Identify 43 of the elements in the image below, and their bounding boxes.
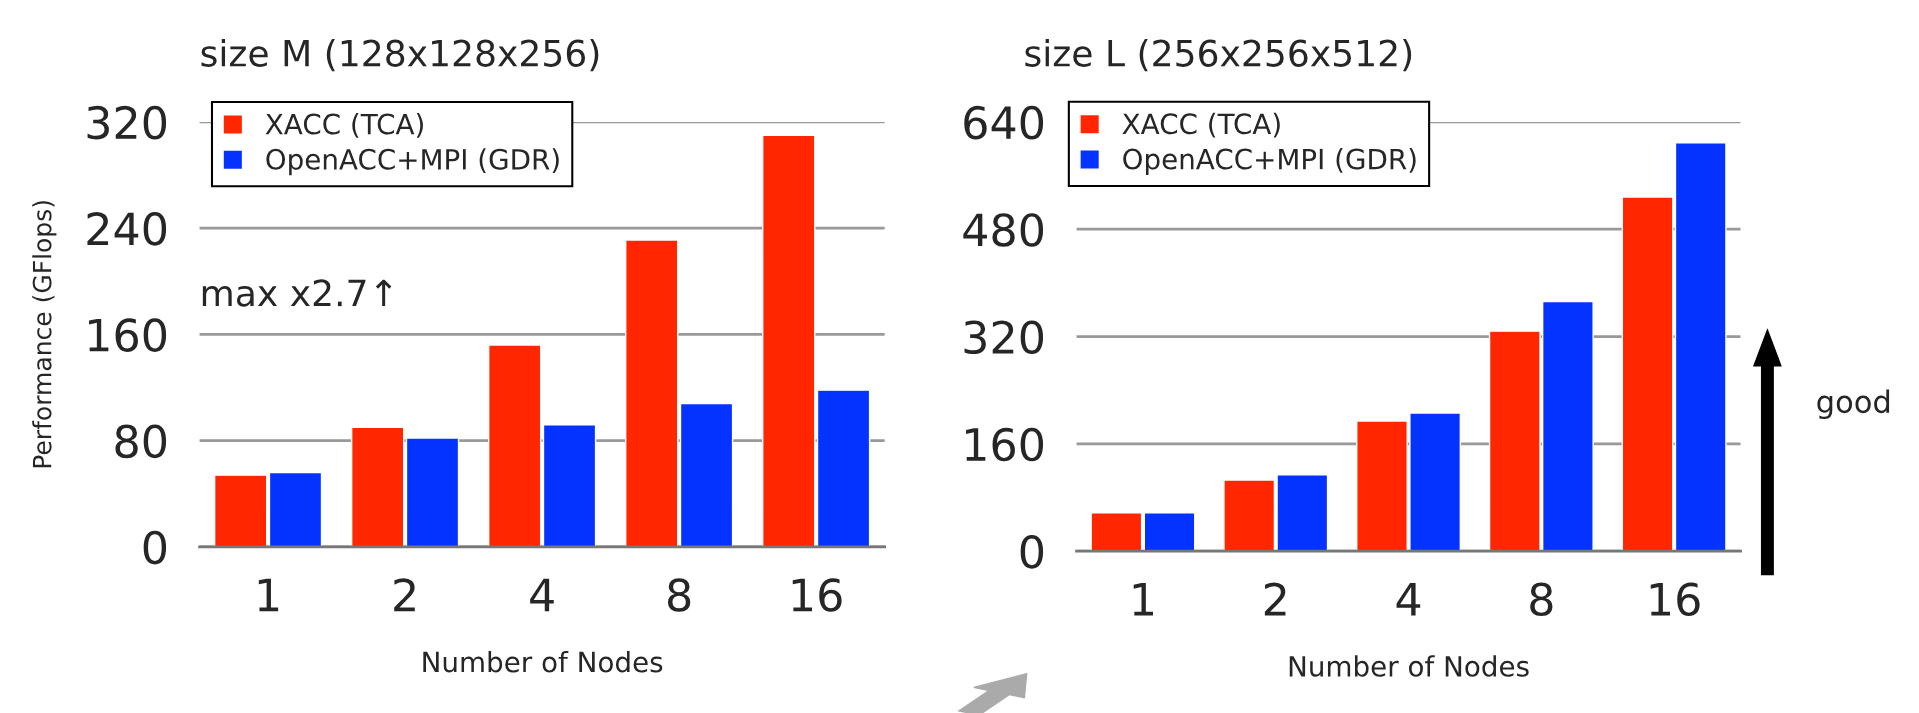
y-axis-title: Performance (GFlops) (32, 201, 57, 468)
x-tick-label: 4 (530, 578, 554, 612)
bar (542, 424, 597, 547)
bar (625, 239, 679, 547)
bar (1090, 512, 1143, 552)
x-axis-title: Number of Nodes (1289, 655, 1529, 677)
x-tick-label: 8 (668, 578, 691, 612)
bar (762, 134, 816, 547)
legend-label: OpenACC+MPI (GDR) (266, 148, 559, 176)
y-tick-label: 0 (143, 530, 167, 565)
legend-label: XACC (TCA) (265, 113, 423, 138)
x-tick-label: 16 (792, 578, 842, 612)
y-tick-label: 640 (964, 105, 1044, 140)
bar (405, 437, 460, 547)
x-tick-label: 16 (1650, 582, 1700, 617)
bar (268, 471, 323, 547)
chart-title: size M (128x128x256) (201, 38, 599, 72)
bar (816, 389, 871, 547)
y-tick-label: 160 (89, 318, 167, 352)
bar (350, 426, 405, 547)
y-tick-label: 160 (966, 427, 1044, 462)
bar (487, 344, 542, 547)
x-tick-label: 1 (258, 578, 279, 612)
x-tick-label: 2 (394, 578, 415, 612)
chart-title: size L (256x256x512) (1025, 38, 1412, 72)
y-tick-label: 320 (964, 320, 1044, 355)
y-tick-label: 80 (115, 424, 167, 459)
y-tick-label: 0 (1020, 535, 1044, 569)
y-tick-label: 240 (87, 212, 167, 246)
y-tick-label: 320 (87, 105, 167, 140)
bar (1143, 512, 1196, 552)
x-axis-title: Number of Nodes (423, 651, 663, 673)
y-tick-label: 480 (963, 213, 1044, 247)
bar (679, 402, 734, 547)
x-tick-label: 4 (1396, 583, 1421, 616)
x-tick-label: 2 (1264, 582, 1286, 616)
x-tick-label: 1 (1133, 583, 1153, 616)
bar (213, 474, 268, 547)
legend-label: XACC (TCA) (1122, 112, 1280, 138)
text: good (1817, 389, 1890, 420)
x-tick-label: 8 (1530, 582, 1553, 617)
legend-label: OpenACC+MPI (GDR) (1123, 148, 1416, 175)
annotation: max x2.7↑ (202, 279, 392, 307)
